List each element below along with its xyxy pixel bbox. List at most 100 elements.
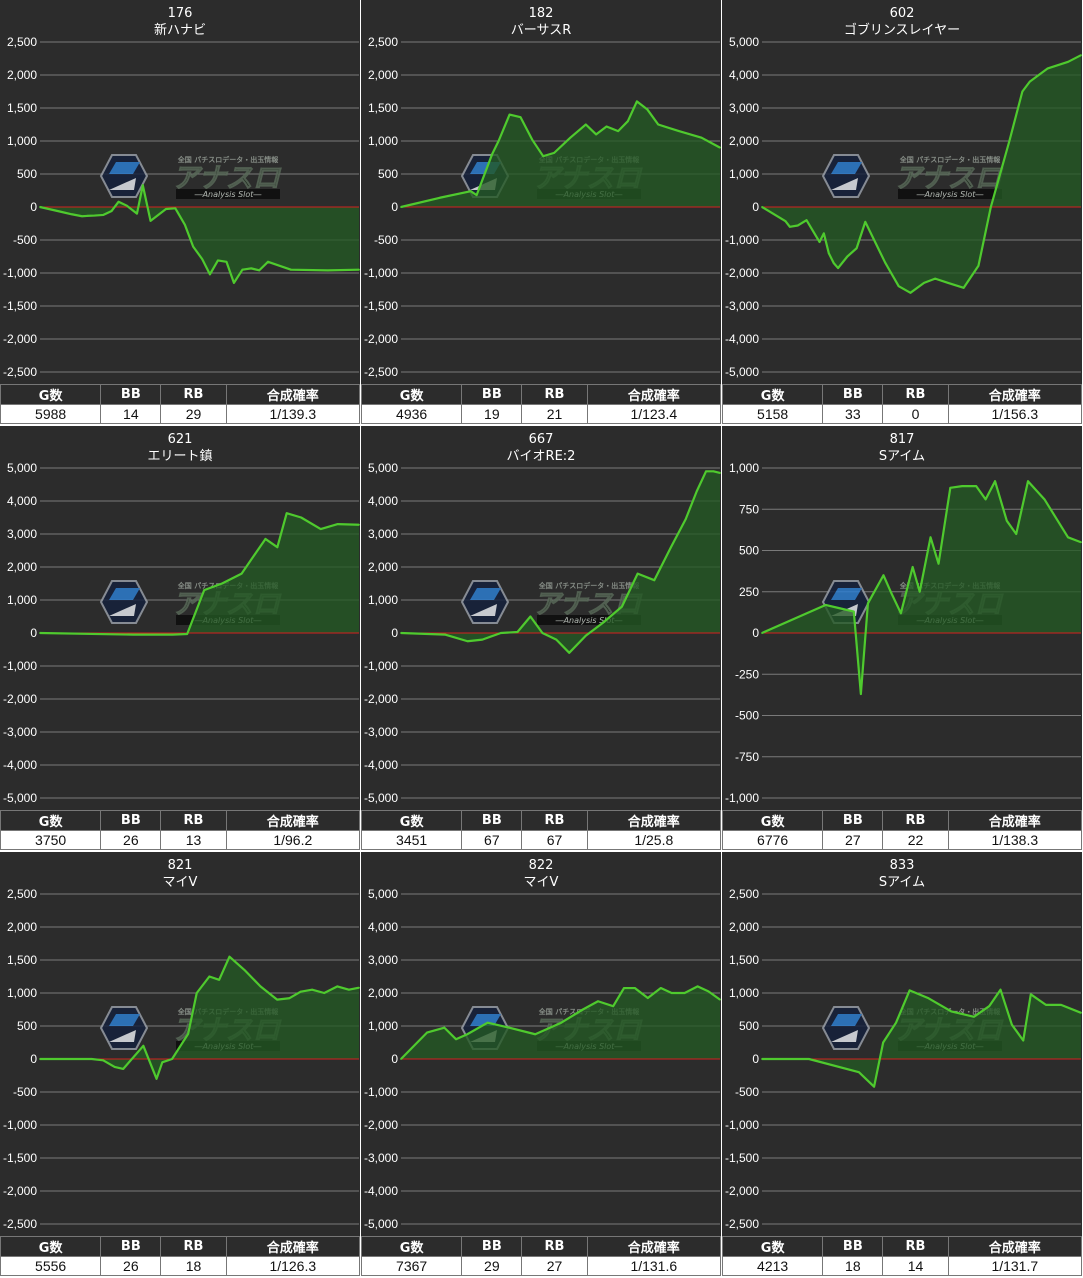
data-point [113,1066,116,1068]
y-tick-label: -750 [735,750,759,764]
series-line [762,988,1082,1088]
data-point [934,277,937,280]
machine-panel-667: 667 バイオRE:2 5,000 4,000 3,000 2,000 1,000 0 -1,0… [360,426,722,850]
y-tick-label: -1,500 [3,1151,37,1165]
value-rb: 29 [160,404,227,424]
y-tick-label: 4,000 [368,494,398,508]
data-point [203,589,206,591]
data-point [859,693,862,695]
data-point [186,633,189,635]
data-point [59,210,62,213]
data-point [784,220,787,223]
machine-number: 817 [890,432,915,447]
data-point [595,133,598,136]
data-point [499,632,502,634]
y-tick-label: 3,000 [368,527,398,541]
y-tick-label: 1,000 [368,134,398,148]
logo-stripe-icon [109,1014,140,1026]
data-point [1027,480,1029,483]
value-g: 4213 [721,1256,824,1276]
data-point [443,1026,446,1029]
y-tick-label: -5,000 [364,1217,398,1231]
stats-table: G数 BB RB 合成確率 3750 26 13 1/96.2 [0,810,361,850]
data-point [285,512,288,515]
data-point [85,215,88,217]
y-tick-label: -1,000 [3,266,37,280]
y-tick-label: 5,000 [729,35,759,49]
header-rb: RB [521,1236,588,1257]
data-point [541,632,544,634]
data-point [542,155,545,158]
data-point [233,282,235,284]
data-point [225,260,228,263]
y-tick-label: 4,000 [729,68,759,82]
data-point [623,987,625,989]
series-line [40,955,360,1080]
header-g: G数 [721,810,824,831]
area-fill [40,185,359,283]
data-point [950,1010,953,1013]
data-point [299,990,302,993]
data-point [761,1058,763,1060]
logo-stripe-icon [109,588,140,600]
data-point [221,582,223,585]
y-tick-label: 1,000 [729,167,759,181]
chart-svg: 817 Sアイム 1,000 750 500 250 0 -250 -500 -750 -1,000… [725,432,1082,805]
data-point [466,640,469,643]
y-tick-label: 0 [752,1052,759,1066]
area-fill [401,471,720,653]
y-tick-label: 2,000 [7,920,37,934]
header-rb: RB [882,384,949,405]
y-tick-label: -1,000 [364,266,398,280]
data-point [290,268,292,271]
logo-stripe-icon [831,162,862,174]
header-rb: RB [521,810,588,831]
y-tick-label: -500 [735,1085,759,1099]
data-point [601,622,604,624]
machine-panel-176: 176 新ハナビ 2,500 2,000 1,500 1,000 500 0 -500 -1,00… [0,0,361,424]
logo-wedge-icon [831,1030,858,1042]
value-prob: 1/138.3 [947,830,1083,850]
data-point [670,992,673,994]
data-point [597,1000,599,1003]
watermark-sub-bar [176,189,280,199]
stats-table: G数 BB RB 合成確率 4213 18 14 1/131.7 [721,1236,1083,1276]
y-tick-label: 2,000 [368,68,398,82]
data-point [161,1061,164,1064]
data-point [890,592,893,595]
data-point [818,241,821,243]
machine-number: 602 [890,6,915,21]
y-tick-label: -3,000 [3,725,37,739]
data-point [977,264,980,267]
y-tick-label: 0 [30,626,37,640]
y-tick-label: 2,000 [368,986,398,1000]
data-point [695,490,698,492]
header-rb: RB [160,384,227,405]
data-point [347,988,350,991]
y-tick-label: 1,000 [729,986,759,1000]
logo-stripe-icon [831,588,862,600]
data-point [136,212,138,215]
value-prob: 1/126.3 [225,1256,361,1276]
data-point [646,108,649,111]
value-g: 3451 [360,830,463,850]
stats-table: G数 BB RB 合成確率 5556 26 18 1/126.3 [0,1236,361,1276]
data-point [1021,90,1024,93]
y-tick-label: 2,500 [368,35,398,49]
header-bb: BB [822,384,884,405]
header-bb: BB [822,810,884,831]
data-point [1005,519,1008,522]
y-tick-label: 2,500 [7,887,37,901]
y-tick-label: 1,500 [7,953,37,967]
data-point [837,267,839,269]
data-point [719,998,721,1001]
y-tick-label: 5,000 [368,461,398,475]
value-g: 5556 [0,1256,102,1276]
y-tick-label: -4,000 [3,758,37,772]
data-point [264,538,267,540]
y-tick-label: -2,000 [3,332,37,346]
data-point [358,523,360,526]
machine-panel-833: 833 Sアイム 2,500 2,000 1,500 1,000 500 0 -500 -1,00… [721,852,1083,1276]
